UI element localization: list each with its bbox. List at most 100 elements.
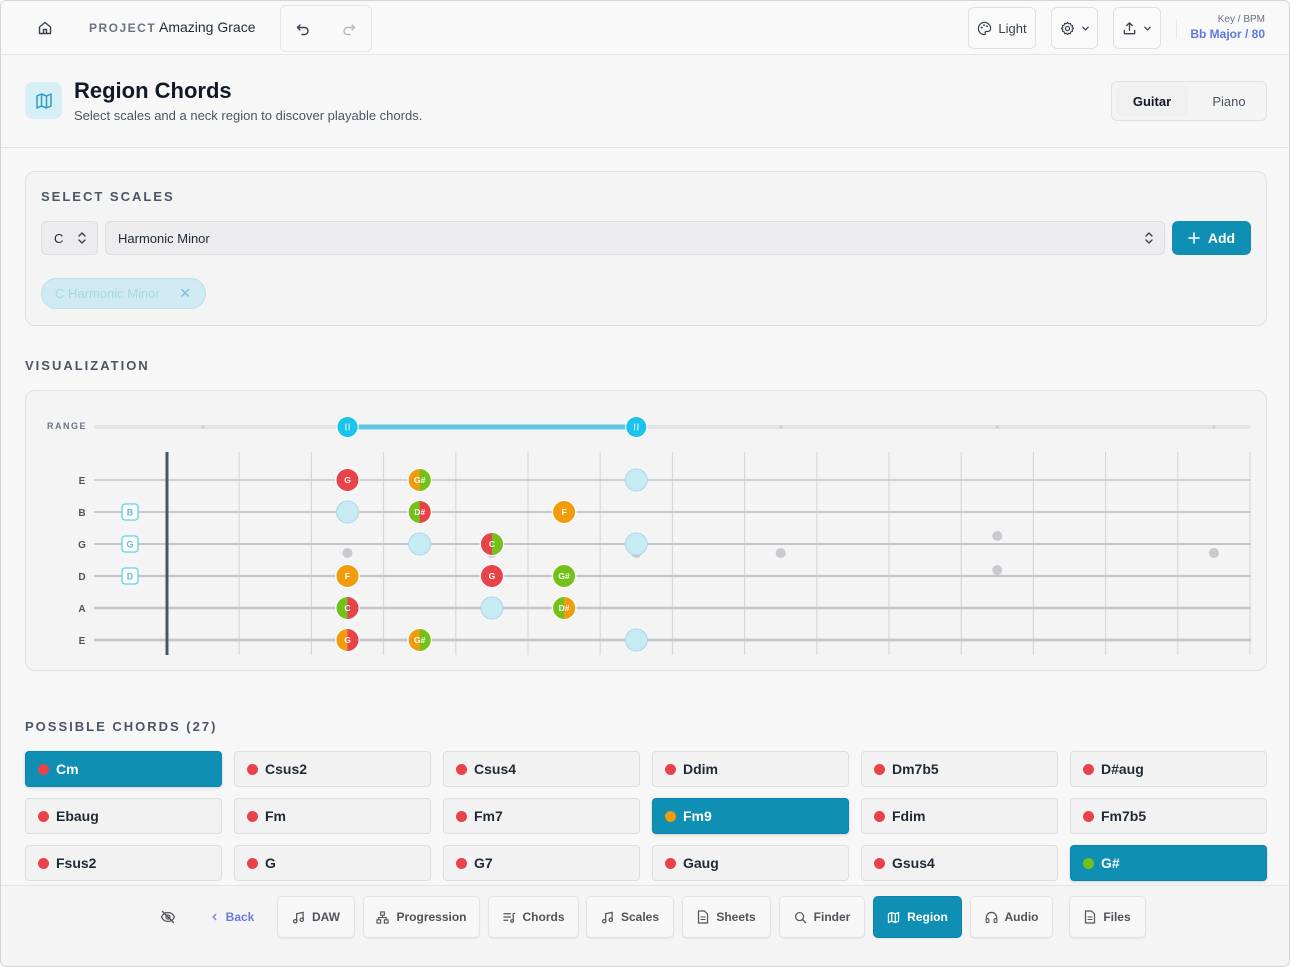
fretboard-note[interactable] bbox=[336, 565, 359, 587]
chord-button[interactable]: Fsus2 bbox=[25, 845, 222, 881]
chord-button[interactable]: Dm7b5 bbox=[861, 751, 1058, 787]
open-string-marker[interactable] bbox=[121, 535, 139, 553]
tab-guitar[interactable]: Guitar bbox=[1116, 86, 1188, 116]
undo-icon bbox=[296, 24, 309, 36]
nav-progression[interactable]: Progression bbox=[363, 896, 480, 938]
chord-button[interactable]: Csus2 bbox=[234, 751, 431, 787]
fret-inlay bbox=[1208, 548, 1219, 558]
chevron-down-icon bbox=[1081, 26, 1089, 31]
export-button[interactable] bbox=[1113, 7, 1161, 49]
scale-note-ghost[interactable] bbox=[624, 468, 648, 492]
chord-button[interactable]: Gsus4 bbox=[861, 845, 1058, 881]
chord-button[interactable]: Csus4 bbox=[443, 751, 640, 787]
chord-button[interactable]: Cm bbox=[25, 751, 222, 787]
nav-files[interactable]: Files bbox=[1069, 896, 1146, 938]
root-note-select[interactable]: C bbox=[41, 221, 98, 255]
note-label: F bbox=[561, 507, 566, 517]
range-tick bbox=[779, 425, 783, 429]
range-track[interactable] bbox=[94, 425, 1251, 429]
note-split-half bbox=[564, 597, 576, 619]
chord-button[interactable]: Fm7 bbox=[443, 798, 640, 834]
chord-button[interactable]: Fm7b5 bbox=[1070, 798, 1267, 834]
scale-type-select[interactable]: Harmonic Minor bbox=[105, 221, 1165, 255]
chord-button[interactable]: Ddim bbox=[652, 751, 849, 787]
chord-name: Fm9 bbox=[683, 808, 712, 824]
scale-note-ghost[interactable] bbox=[480, 596, 504, 620]
chord-color-dot bbox=[247, 858, 258, 869]
chord-button[interactable]: G7 bbox=[443, 845, 640, 881]
note-label: G bbox=[489, 571, 496, 581]
nav-back[interactable]: Back bbox=[199, 896, 265, 938]
note-label: G bbox=[344, 635, 351, 645]
chord-button[interactable]: D#aug bbox=[1070, 751, 1267, 787]
fretboard-note[interactable] bbox=[336, 469, 359, 491]
scale-note-ghost[interactable] bbox=[408, 532, 432, 556]
nav-daw[interactable]: DAW bbox=[277, 896, 355, 938]
fret-inlay bbox=[775, 548, 786, 558]
chord-button[interactable]: G# bbox=[1070, 845, 1267, 881]
range-end-handle[interactable] bbox=[626, 417, 647, 437]
undo-button[interactable] bbox=[292, 18, 314, 40]
chord-button[interactable]: Ebaug bbox=[25, 798, 222, 834]
scale-chip[interactable]: C Harmonic Minor ✕ bbox=[41, 278, 206, 309]
chord-button[interactable]: Gaug bbox=[652, 845, 849, 881]
redo-button[interactable] bbox=[338, 18, 360, 40]
scale-note-ghost[interactable] bbox=[624, 628, 648, 652]
chord-name: Gsus4 bbox=[892, 855, 935, 871]
map-icon bbox=[35, 92, 52, 109]
chord-color-dot bbox=[665, 764, 676, 775]
fretboard-note[interactable] bbox=[480, 565, 503, 587]
note-label: F bbox=[345, 571, 350, 581]
fretboard-note[interactable] bbox=[553, 501, 576, 523]
settings-button[interactable] bbox=[1051, 7, 1098, 49]
chord-color-dot bbox=[456, 811, 467, 822]
nav-finder[interactable]: Finder bbox=[779, 896, 865, 938]
scale-note-ghost[interactable] bbox=[624, 532, 648, 556]
chord-button[interactable]: G bbox=[234, 845, 431, 881]
chord-color-dot bbox=[665, 858, 676, 869]
hide-panel-button[interactable] bbox=[151, 896, 185, 938]
chord-button[interactable]: Fm bbox=[234, 798, 431, 834]
updown-chevron-icon bbox=[78, 232, 86, 244]
note-label: G# bbox=[414, 635, 426, 645]
fretboard-note[interactable] bbox=[553, 565, 576, 587]
open-string-marker[interactable] bbox=[121, 503, 139, 521]
theme-button[interactable]: Light bbox=[968, 7, 1036, 49]
chord-name: D#aug bbox=[1101, 761, 1144, 777]
key-bpm-display[interactable]: Key / BPM Bb Major / 80 bbox=[1190, 14, 1265, 41]
nav-sheets[interactable]: Sheets bbox=[682, 896, 771, 938]
nav-progression-label: Progression bbox=[396, 910, 467, 924]
top-bar: PROJECT Amazing Grace Light Key / BPM Bb… bbox=[1, 1, 1289, 55]
document-icon bbox=[698, 910, 709, 924]
chord-button[interactable]: Fdim bbox=[861, 798, 1058, 834]
note-split-half bbox=[419, 501, 431, 523]
chord-name: Csus4 bbox=[474, 761, 517, 777]
divider bbox=[1176, 19, 1177, 39]
nav-region[interactable]: Region bbox=[873, 896, 962, 938]
project-name[interactable]: Amazing Grace bbox=[159, 19, 256, 35]
nav-sheets-label: Sheets bbox=[716, 910, 756, 924]
nav-region-label: Region bbox=[907, 910, 948, 924]
chord-name: Fm7b5 bbox=[1101, 808, 1147, 824]
music-note-icon bbox=[601, 911, 613, 923]
nav-audio[interactable]: Audio bbox=[970, 896, 1053, 938]
open-string-marker[interactable] bbox=[121, 567, 139, 585]
gear-icon bbox=[1060, 21, 1074, 35]
remove-chip-icon[interactable]: ✕ bbox=[179, 285, 191, 301]
chord-button[interactable]: Fm9 bbox=[652, 798, 849, 834]
range-label: RANGE bbox=[47, 421, 88, 431]
instrument-toggle: Guitar Piano bbox=[1111, 81, 1267, 121]
nav-chords[interactable]: Chords bbox=[488, 896, 579, 938]
scale-note-ghost[interactable] bbox=[336, 500, 359, 524]
chord-name: Gaug bbox=[683, 855, 719, 871]
list-music-icon bbox=[502, 912, 515, 923]
add-scale-button[interactable]: Add bbox=[1172, 221, 1251, 255]
range-start-handle[interactable] bbox=[337, 417, 358, 437]
document-icon bbox=[1085, 910, 1096, 924]
home-button[interactable] bbox=[29, 15, 61, 41]
tab-piano[interactable]: Piano bbox=[1212, 93, 1246, 109]
open-string-label: D bbox=[127, 571, 134, 581]
home-icon bbox=[38, 21, 52, 35]
nav-scales[interactable]: Scales bbox=[586, 896, 674, 938]
chord-name: G# bbox=[1101, 855, 1120, 871]
